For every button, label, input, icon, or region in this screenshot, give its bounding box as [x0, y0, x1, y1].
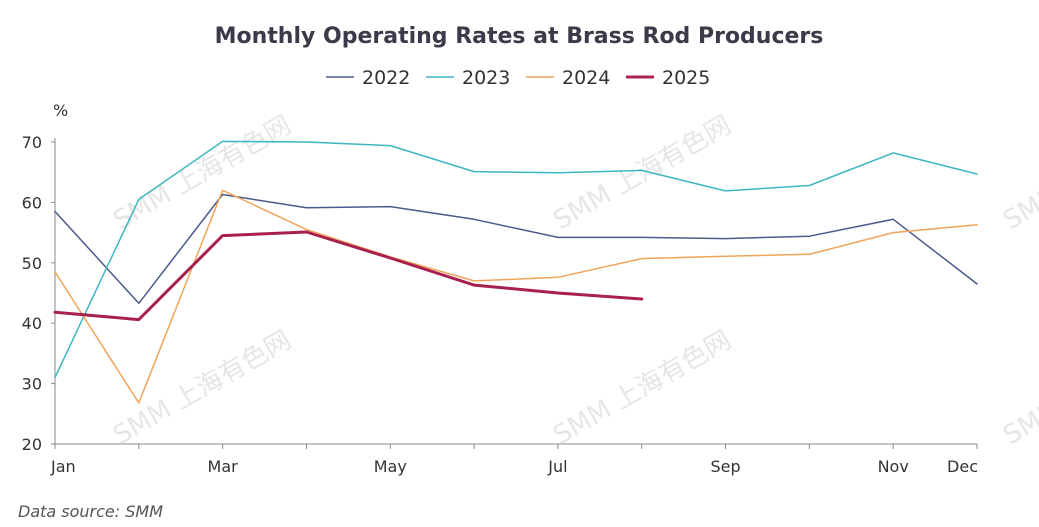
- watermark-text: SMM 上海有色网: [109, 110, 297, 236]
- x-tick-label: Sep: [710, 457, 740, 476]
- x-tick-label: Nov: [878, 457, 909, 476]
- y-tick-label: 40: [22, 314, 42, 333]
- watermark-layer: SMM 上海有色网 SMM 上海有色网 SMM 上海有色网 SMM 上海有色网 SMM …: [109, 110, 1039, 451]
- legend: 2022 2023 2024 2025: [326, 67, 710, 89]
- y-tick-label: 60: [22, 193, 42, 212]
- y-tick-label: 30: [22, 375, 42, 394]
- watermark-text: SMM 上海有色网: [999, 110, 1039, 236]
- x-axis: Jan Mar May Jul Sep Nov Dec: [50, 443, 978, 476]
- y-tick-label: 70: [22, 133, 42, 152]
- series-layer: [53, 140, 978, 404]
- x-tick-label: Jul: [547, 457, 567, 476]
- x-tick-label: May: [374, 457, 407, 476]
- series-line-2025: [53, 230, 644, 322]
- watermark-text: SMM 上海有色网: [549, 110, 737, 236]
- y-tick-label: 20: [22, 435, 42, 454]
- chart-title: Monthly Operating Rates at Brass Rod Pro…: [215, 24, 824, 49]
- series-line-2022: [54, 193, 978, 305]
- x-tick-label: Dec: [947, 457, 978, 476]
- legend-label-2022: 2022: [362, 67, 410, 89]
- x-tick-label: Jan: [50, 457, 76, 476]
- legend-label-2023: 2023: [462, 67, 510, 89]
- watermark-text: SMM 上海有色网: [109, 325, 297, 451]
- series-line-2024: [54, 189, 978, 404]
- watermark-text: SMM 上海有色网: [999, 325, 1039, 451]
- watermark-text: SMM 上海有色网: [549, 325, 737, 451]
- legend-label-2024: 2024: [562, 67, 610, 89]
- series-line-2023: [54, 140, 978, 379]
- data-source-note: Data source: SMM: [18, 502, 163, 521]
- x-tick-label: Mar: [208, 457, 239, 476]
- y-axis: 20 30 40 50 60 70: [22, 133, 56, 454]
- y-axis-unit-label: %: [53, 101, 68, 120]
- legend-label-2025: 2025: [662, 67, 710, 89]
- y-tick-label: 50: [22, 254, 42, 273]
